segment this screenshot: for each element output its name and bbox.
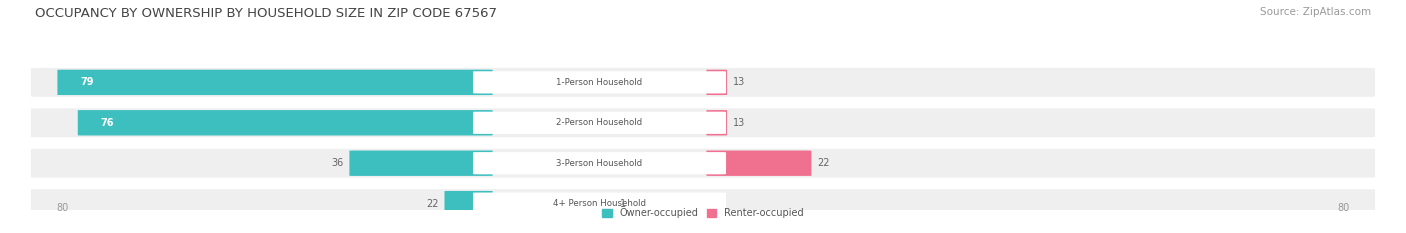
FancyBboxPatch shape [706,151,811,176]
FancyBboxPatch shape [472,152,725,174]
Text: 4+ Person Household: 4+ Person Household [553,199,645,208]
FancyBboxPatch shape [706,110,727,135]
Legend: Owner-occupied, Renter-occupied: Owner-occupied, Renter-occupied [602,208,804,218]
Text: 2-Person Household: 2-Person Household [557,118,643,127]
FancyBboxPatch shape [350,151,492,176]
FancyBboxPatch shape [444,191,492,216]
Text: 13: 13 [733,77,745,87]
Text: 1-Person Household: 1-Person Household [557,78,643,87]
Text: 13: 13 [733,118,745,128]
FancyBboxPatch shape [31,108,1375,137]
Text: 22: 22 [817,158,830,168]
Text: 79: 79 [80,77,93,87]
Text: 80: 80 [56,203,69,213]
FancyBboxPatch shape [77,110,492,135]
Text: 22: 22 [426,199,439,209]
FancyBboxPatch shape [58,70,492,95]
FancyBboxPatch shape [31,149,1375,178]
Text: 36: 36 [332,158,344,168]
FancyBboxPatch shape [31,68,1375,97]
FancyBboxPatch shape [472,71,725,93]
FancyBboxPatch shape [706,70,727,95]
FancyBboxPatch shape [472,192,725,215]
FancyBboxPatch shape [31,189,1375,218]
Text: OCCUPANCY BY OWNERSHIP BY HOUSEHOLD SIZE IN ZIP CODE 67567: OCCUPANCY BY OWNERSHIP BY HOUSEHOLD SIZE… [35,7,498,20]
Text: 1: 1 [620,199,626,209]
Text: 3-Person Household: 3-Person Household [557,159,643,168]
Text: Source: ZipAtlas.com: Source: ZipAtlas.com [1260,7,1371,17]
Text: 80: 80 [1337,203,1350,213]
Text: 76: 76 [100,118,114,128]
FancyBboxPatch shape [472,112,725,134]
